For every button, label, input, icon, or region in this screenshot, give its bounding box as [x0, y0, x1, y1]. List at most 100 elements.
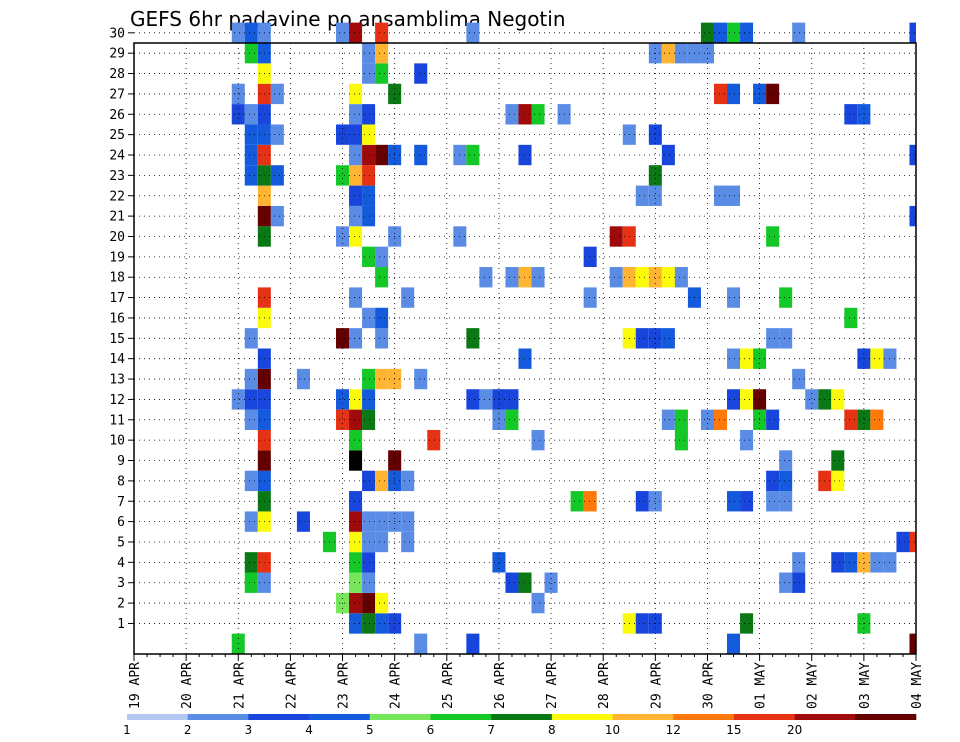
colorbar-segment [612, 714, 674, 720]
heatmap-cell [609, 226, 623, 247]
colorbar-label: 5 [366, 723, 374, 737]
heatmap-cell [779, 470, 793, 492]
heatmap-cell [661, 43, 675, 64]
x-tick-label: 27 APR [545, 662, 560, 709]
heatmap-cell [362, 368, 376, 390]
heatmap-cell [349, 491, 363, 512]
heatmap-cell [531, 429, 545, 451]
y-tick-label: 15 [109, 332, 125, 347]
heatmap-cell [362, 511, 376, 532]
y-tick-label: 26 [109, 108, 125, 123]
x-tick-label: 24 APR [389, 662, 404, 709]
y-tick-label: 25 [109, 128, 125, 143]
heatmap-cell [349, 104, 363, 125]
heatmap-cell [831, 389, 845, 410]
heatmap-cell [427, 429, 441, 451]
y-tick-label: 13 [109, 373, 125, 388]
heatmap-cell [401, 511, 415, 532]
heatmap-cell [766, 328, 780, 349]
heatmap-cell [727, 389, 741, 410]
heatmap-cell [375, 470, 389, 492]
y-tick-label: 1 [117, 617, 125, 632]
heatmap-cell [244, 144, 258, 166]
heatmap-cell [466, 144, 480, 166]
heatmap-cell [531, 592, 545, 614]
heatmap-cell [244, 470, 258, 492]
colorbar-segment [248, 714, 310, 720]
heatmap-cell [244, 511, 258, 532]
heatmap-cell [909, 205, 916, 227]
y-tick-label: 22 [109, 189, 125, 204]
heatmap-cell [244, 165, 258, 186]
heatmap-cell [727, 287, 741, 308]
heatmap-cell [740, 348, 754, 369]
heatmap-cell [609, 267, 623, 288]
colorbar-segment [673, 714, 735, 720]
heatmap-cell [244, 124, 258, 145]
heatmap-cell [700, 22, 714, 43]
colorbar-label: 4 [305, 723, 313, 737]
heatmap-cell [713, 83, 728, 105]
heatmap-cell [401, 470, 415, 492]
heatmap-cell [375, 307, 389, 329]
heatmap-cell [479, 267, 493, 288]
colorbar-label: 2 [184, 723, 192, 737]
colorbar-label: 12 [666, 723, 681, 737]
heatmap-cell [661, 409, 675, 430]
heatmap-cell [362, 307, 376, 329]
heatmap-cell [727, 633, 741, 654]
heatmap-cell [505, 267, 519, 288]
heatmap-cell [505, 572, 519, 593]
heatmap-cell [362, 165, 376, 186]
colorbar-segment [855, 714, 917, 720]
heatmap-cell [244, 368, 258, 390]
heatmap-cell [713, 185, 728, 206]
heatmap-cell [362, 205, 376, 227]
heatmap-cell [740, 389, 754, 410]
heatmap-cell [635, 185, 649, 206]
heatmap-cell [375, 328, 389, 349]
heatmap-cell [349, 531, 363, 553]
heatmap-cell [857, 104, 871, 125]
heatmap-cell [349, 613, 363, 634]
heatmap-cell [727, 83, 741, 105]
heatmap-cell [270, 83, 284, 105]
heatmap-cell [479, 389, 493, 410]
heatmap-cell [505, 104, 519, 125]
heatmap-cell [583, 287, 597, 308]
heatmap-cell [375, 22, 389, 43]
heatmap-cell [362, 531, 376, 553]
heatmap-cell [766, 470, 780, 492]
heatmap-cell [779, 287, 793, 308]
heatmap-cell [362, 43, 376, 64]
heatmap-cell [349, 572, 363, 593]
heatmap-cell [844, 552, 858, 573]
heatmap-cell [844, 409, 858, 430]
heatmap-cell [362, 470, 376, 492]
heatmap-cell [362, 389, 376, 410]
heatmap-cell [231, 104, 245, 125]
y-tick-label: 3 [117, 576, 125, 591]
heatmap-cell [661, 144, 675, 166]
heatmap-cell [831, 552, 845, 573]
x-tick-label: 25 APR [441, 662, 456, 709]
heatmap-cell [792, 572, 806, 593]
heatmap-cell [648, 267, 662, 288]
y-tick-label: 7 [117, 495, 125, 510]
heatmap-cell [466, 328, 480, 349]
heatmap-cell [492, 552, 506, 573]
heatmap-cell [296, 511, 310, 532]
y-tick-label: 10 [109, 434, 125, 449]
heatmap-cell [909, 22, 916, 43]
y-tick-label: 20 [109, 230, 125, 245]
heatmap-cell [349, 205, 363, 227]
heatmap-cell [336, 165, 350, 186]
y-tick-label: 17 [109, 291, 125, 306]
y-tick-label: 5 [117, 535, 125, 550]
colorbar-segment [733, 714, 795, 720]
y-tick-label: 14 [109, 352, 125, 367]
heatmap-cell [244, 22, 258, 43]
heatmap-cell [505, 389, 519, 410]
heatmap-cell [349, 287, 363, 308]
